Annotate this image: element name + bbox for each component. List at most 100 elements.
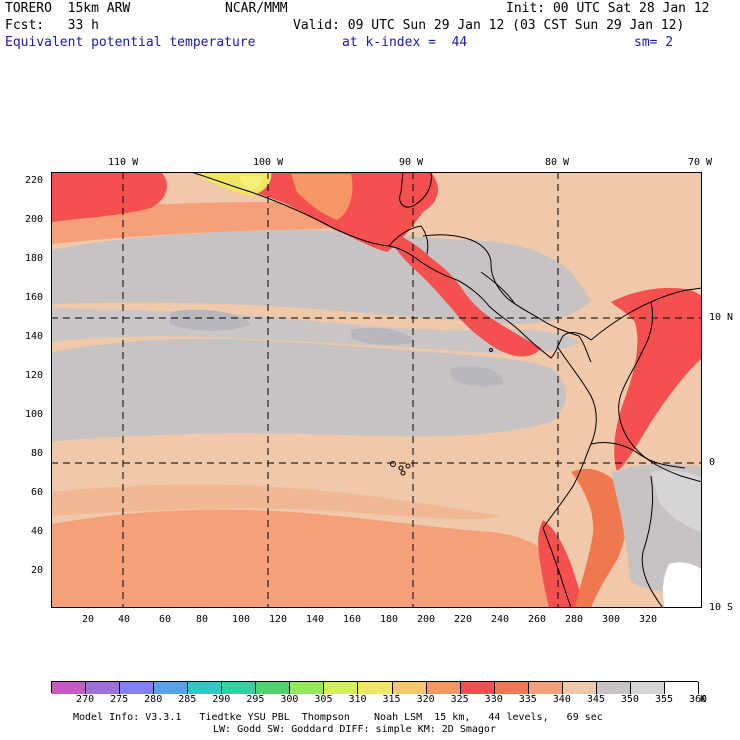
y-tick-label: 140: [25, 331, 44, 342]
colorbar-swatch: [392, 682, 427, 694]
model-info-line1: Model Info: V3.3.1 Tiedtke YSU PBL Thomp…: [73, 712, 603, 723]
x-tick-label: 100: [232, 614, 251, 625]
colorbar-label: 290: [212, 694, 231, 705]
field-white-amazon: [662, 562, 702, 608]
colorbar-swatch: [426, 682, 461, 694]
guatemala-border: [388, 225, 429, 255]
colombia-peru-border: [590, 441, 686, 469]
lat-label-10n: 10 N: [709, 312, 734, 323]
colorbar-label: 340: [552, 694, 571, 705]
field-red-nw: [51, 172, 167, 222]
colorbar-swatch: [188, 682, 223, 694]
field-red-centralamerica: [390, 232, 541, 357]
field-band-salmon-south: [51, 509, 563, 608]
colorbar-swatch: [358, 682, 393, 694]
x-tick-label: 120: [269, 614, 288, 625]
colorbar-label: 350: [620, 694, 639, 705]
colorbar-label: 360: [689, 694, 708, 705]
colorbar-label: 355: [654, 694, 673, 705]
x-tick-label: 320: [639, 614, 658, 625]
field-lightgray-amazon: [651, 470, 702, 532]
colorbar-label: 345: [586, 694, 605, 705]
field-yellow-core: [239, 176, 263, 190]
x-tick-label: 160: [343, 614, 362, 625]
galapagos-islands: [390, 461, 411, 476]
colorbar-swatch: [596, 682, 631, 694]
peru-brazil-border: [641, 475, 664, 608]
level-info: at k-index = 44: [342, 35, 468, 50]
y-tick-label: 200: [25, 214, 44, 225]
lat-label-equator: 0: [709, 457, 716, 468]
map-plot: [51, 172, 702, 608]
colorbar-label: 325: [450, 694, 469, 705]
x-tick-label: 260: [528, 614, 547, 625]
y-tick-label: 120: [25, 370, 44, 381]
y-tick-label: 60: [31, 487, 44, 498]
colorbar-label: 270: [76, 694, 95, 705]
plot-frame: [51, 172, 702, 608]
colorbar-swatch: [120, 682, 155, 694]
field-band-gray-lightspots: [169, 309, 504, 387]
x-tick-label: 300: [602, 614, 621, 625]
colorbar-swatch: [222, 682, 257, 694]
colorbar-label: 285: [178, 694, 197, 705]
run-title: TORERO 15km ARW: [5, 1, 131, 16]
lon-label-100w: 100 W: [253, 157, 284, 168]
y-tick-label: 220: [25, 175, 44, 186]
x-tick-label: 60: [159, 614, 172, 625]
colorbar-label: 310: [348, 694, 367, 705]
field-salmon-andes: [571, 468, 628, 608]
x-tick-label: 80: [196, 614, 209, 625]
colorbar-label: 280: [144, 694, 163, 705]
field-band-gray-central: [51, 338, 566, 442]
x-tick-label: 220: [454, 614, 473, 625]
init-time: Init: 00 UTC Sat 28 Jan 12: [506, 1, 710, 16]
colorbar-swatch: [528, 682, 563, 694]
lat-label-10s: 10 S: [709, 602, 734, 613]
field-orange-spot: [291, 174, 353, 220]
colorbar-swatch: [664, 682, 699, 694]
central-america-caribbean: [422, 234, 580, 337]
central-america-coast: [456, 279, 592, 359]
colorbar-swatch: [324, 682, 359, 694]
field-red-colombia: [611, 287, 702, 472]
colorbar-swatch: [562, 682, 597, 694]
colorbar-swatch: [460, 682, 495, 694]
x-tick-label: 20: [82, 614, 95, 625]
field-red-peru-coast: [538, 520, 585, 608]
y-tick-label: 100: [25, 409, 44, 420]
x-tick-label: 180: [380, 614, 399, 625]
model-info-line2: LW: Godd SW: Goddard DIFF: simple KM: 2D…: [213, 724, 496, 735]
colorbar-label: 275: [110, 694, 129, 705]
valid-time: Valid: 09 UTC Sun 29 Jan 12 (03 CST Sun …: [293, 18, 685, 33]
lon-label-80w: 80 W: [545, 157, 570, 168]
colorbar-label: 295: [246, 694, 265, 705]
colorbar-swatch: [52, 682, 87, 694]
y-tick-label: 160: [25, 292, 44, 303]
colorbar-swatch: [630, 682, 665, 694]
field-name: Equivalent potential temperature: [5, 35, 256, 50]
lon-label-70w: 70 W: [688, 157, 713, 168]
y-tick-label: 80: [31, 448, 44, 459]
cocos-island: [489, 348, 493, 352]
lon-label-90w: 90 W: [399, 157, 424, 168]
x-tick-label: 140: [306, 614, 325, 625]
y-tick-label: 20: [31, 565, 44, 576]
center-name: NCAR/MMM: [225, 1, 288, 16]
smoothing-info: sm= 2: [634, 35, 674, 50]
y-tick-label: 180: [25, 253, 44, 264]
coastlines: [190, 172, 702, 608]
x-tick-label: 240: [491, 614, 510, 625]
panama-colombia-border: [578, 335, 592, 363]
venezuela-colombia: [618, 301, 702, 483]
graticule: [51, 172, 702, 608]
colorbar-swatch: [256, 682, 291, 694]
colorbar-label: 305: [314, 694, 333, 705]
colorbar-swatch: [154, 682, 189, 694]
x-tick-label: 40: [118, 614, 131, 625]
colorbar-swatch: [290, 682, 325, 694]
colorbar-label: 300: [280, 694, 299, 705]
y-tick-label: 40: [31, 526, 44, 537]
colorbar-label: 330: [484, 694, 503, 705]
colorbar-label: 315: [382, 694, 401, 705]
